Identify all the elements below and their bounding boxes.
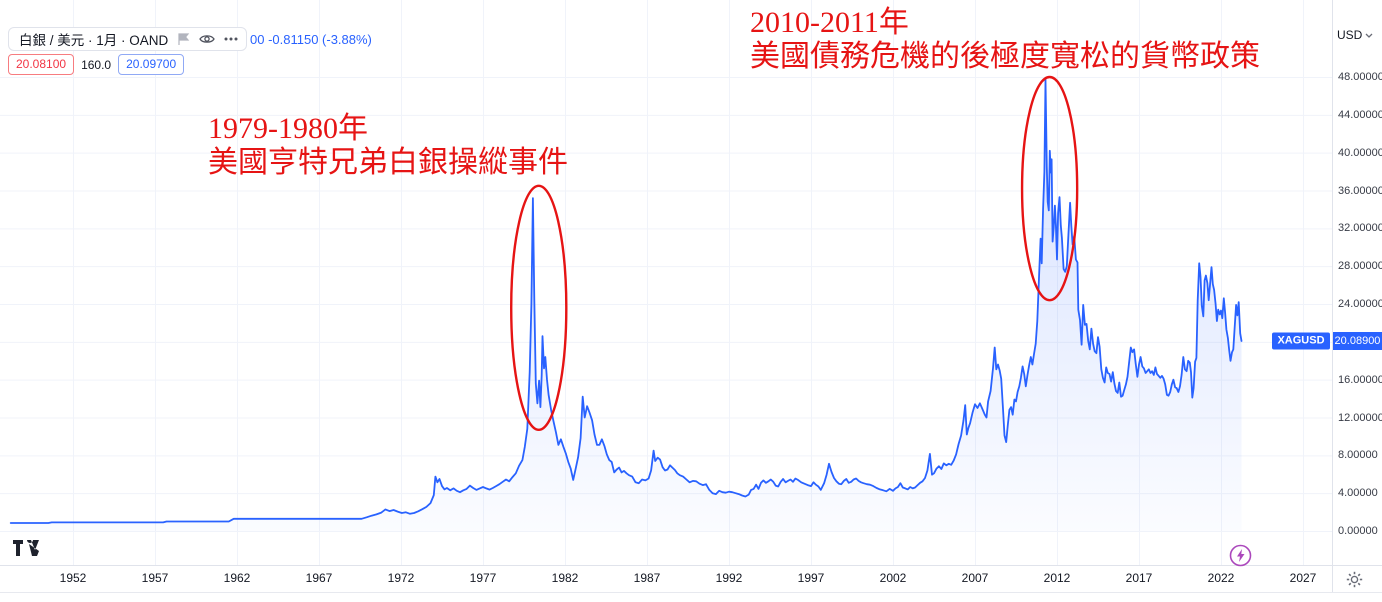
price-axis-currency[interactable]: USD <box>1337 28 1373 42</box>
annotation-line-2: 美國亨特兄弟白銀操縱事件 <box>208 146 568 179</box>
time-axis-label: 1987 <box>633 571 661 585</box>
symbol-legend: 白銀 / 美元 · 1月 · OANDA 00 -0.81150 (-3.88%… <box>8 27 372 51</box>
price-range-row: 20.08100 160.0 20.09700 <box>8 54 185 75</box>
annotation-debt-crisis: 2010-2011年 美國債務危機的後極度寬松的貨幣政策 <box>750 6 1260 74</box>
annotation-hunt-brothers: 1979-1980年 美國亨特兄弟白銀操縱事件 <box>208 112 568 180</box>
high-price-badge[interactable]: 20.09700 <box>118 54 185 75</box>
current-price-badge: 20.08900 <box>1333 331 1382 350</box>
current-price-label: 20.08900 <box>1334 334 1381 347</box>
time-axis-label: 1997 <box>797 571 825 585</box>
price-axis-label: 4.00000 <box>1338 487 1378 500</box>
symbol-title[interactable]: 白銀 / 美元 · 1月 · OANDA <box>19 33 168 48</box>
area-fill <box>10 79 1242 532</box>
symbol-legend-box[interactable]: 白銀 / 美元 · 1月 · OANDA <box>8 27 247 51</box>
chevron-down-icon <box>1365 33 1373 38</box>
low-price-badge[interactable]: 20.08100 <box>8 54 75 75</box>
settings-gear-icon[interactable] <box>1346 571 1363 588</box>
lightning-pulse-icon[interactable] <box>1229 544 1252 567</box>
price-axis-label: 36.00000 <box>1338 184 1382 197</box>
currency-label: USD <box>1337 28 1363 42</box>
price-line <box>9 78 1243 524</box>
time-axis-label: 1982 <box>551 571 579 585</box>
time-axis-label: 1957 <box>141 571 169 585</box>
time-axis-label: 1952 <box>59 571 87 585</box>
annotation-ellipse <box>1020 75 1079 302</box>
symbol-badge-label: XAGUSD <box>1277 334 1325 347</box>
time-axis-label: 2017 <box>1125 571 1153 585</box>
time-axis-separator[interactable] <box>0 565 1382 566</box>
time-axis-label: 1972 <box>387 571 415 585</box>
annotation-line-2: 美國債務危機的後極度寬松的貨幣政策 <box>750 40 1260 73</box>
price-axis-separator[interactable] <box>1332 0 1333 592</box>
price-axis-label: 28.00000 <box>1338 260 1382 273</box>
price-axis-label: 8.00000 <box>1338 449 1378 462</box>
time-axis-label: 1992 <box>715 571 743 585</box>
range-value: 160.0 <box>81 57 112 72</box>
price-axis[interactable]: USD 48.00000 44.00000 40.00000 36.00000 32.0… <box>1333 0 1382 565</box>
time-axis-label: 1962 <box>223 571 251 585</box>
price-axis-label: 44.00000 <box>1338 108 1382 121</box>
time-axis-label: 1967 <box>305 571 333 585</box>
bottom-toolbar-separator <box>0 592 1382 593</box>
price-series <box>9 78 1243 532</box>
price-axis-label: 16.00000 <box>1338 373 1382 386</box>
eye-icon[interactable] <box>199 33 215 45</box>
more-options-icon[interactable] <box>224 37 238 41</box>
annotation-line-1: 1979-1980年 <box>208 112 368 145</box>
time-axis-label: 2012 <box>1043 571 1071 585</box>
price-axis-label: 12.00000 <box>1338 411 1382 424</box>
price-change-text: 00 -0.81150 (-3.88%) <box>250 31 372 47</box>
time-axis[interactable]: 1952 1957 1962 1967 1972 1977 1982 1987 1992 1997… <box>0 566 1332 592</box>
time-axis-label: 2007 <box>961 571 989 585</box>
tradingview-logo[interactable] <box>12 538 42 558</box>
symbol-price-label-badge: XAGUSD <box>1272 332 1330 350</box>
price-axis-label: 40.00000 <box>1338 146 1382 159</box>
time-axis-label: 2002 <box>879 571 907 585</box>
time-axis-label: 1977 <box>469 571 497 585</box>
flag-icon[interactable] <box>177 32 190 46</box>
time-axis-label: 2022 <box>1207 571 1235 585</box>
price-axis-label: 48.00000 <box>1338 71 1382 83</box>
annotation-line-1: 2010-2011年 <box>750 6 909 39</box>
price-axis-label: 32.00000 <box>1338 222 1382 235</box>
time-axis-label: 2027 <box>1289 571 1317 585</box>
price-axis-label: 24.00000 <box>1338 298 1382 310</box>
annotation-ellipse <box>510 184 568 431</box>
annotation-ellipses <box>510 75 1079 431</box>
price-axis-label: 0.00000 <box>1338 525 1378 537</box>
